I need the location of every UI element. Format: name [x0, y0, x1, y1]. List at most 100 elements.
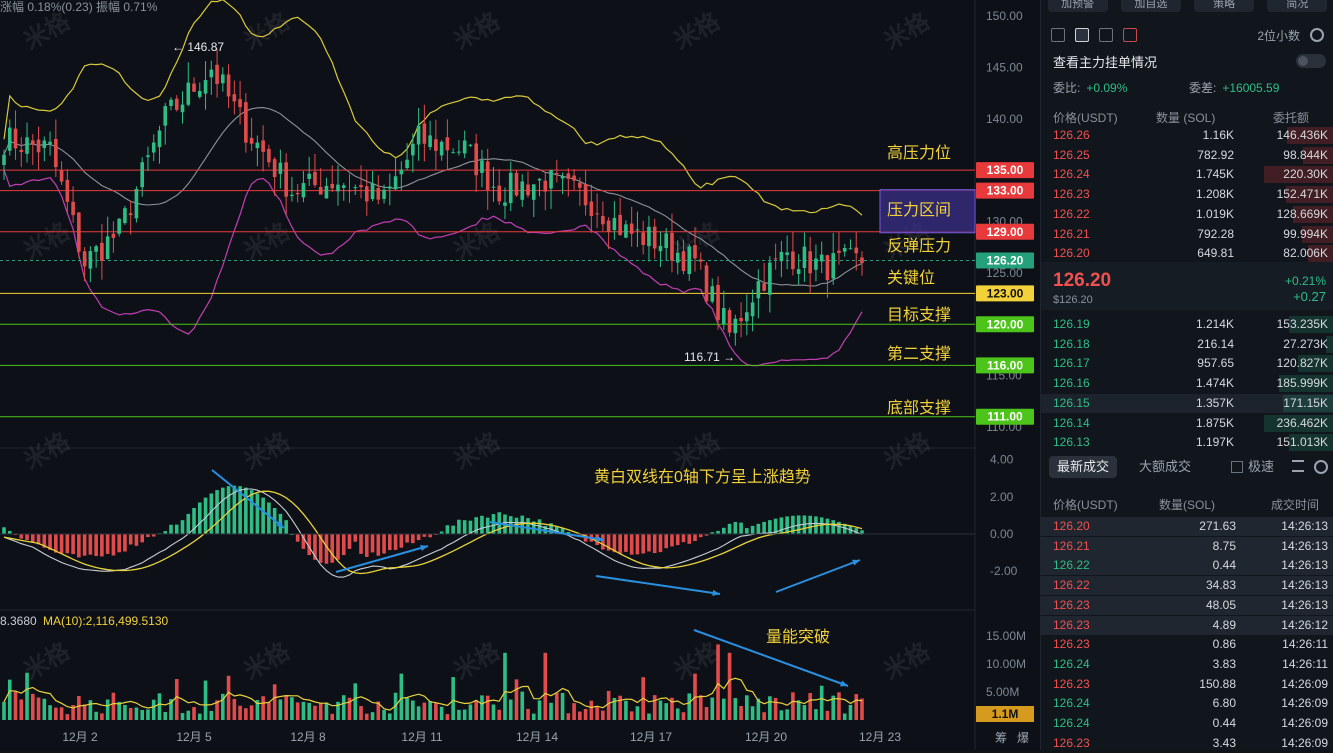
pressure-zone-box [879, 189, 976, 234]
price-level-tag-text: 133.00 [987, 184, 1024, 198]
price-level-tag-text: 135.00 [987, 163, 1024, 177]
macd-histogram-bar [82, 534, 87, 556]
strategy-button[interactable]: 策略 [1194, 0, 1255, 12]
trade-row: 126.23 48.05 14:26:13 [1041, 595, 1333, 615]
volume-bar [111, 692, 116, 720]
trade-price: 126.23 [1053, 637, 1090, 652]
macd-histogram-bar [416, 534, 421, 541]
macd-histogram-bar [727, 523, 732, 534]
macd-histogram-bar [7, 530, 12, 534]
book-header-price[interactable]: 价格(USDT) [1053, 111, 1118, 125]
book-both-icon[interactable] [1075, 28, 1089, 42]
volume-bar [756, 698, 761, 720]
tab-big-trades[interactable]: 大额成交 [1139, 459, 1192, 474]
decimals-select[interactable]: 2位小数 [1257, 28, 1300, 43]
candle-body [192, 83, 196, 92]
volume-bar [624, 700, 628, 720]
filter-icon[interactable] [1292, 460, 1304, 472]
price-level-tag [976, 162, 1034, 179]
tab-latest-trades[interactable]: 最新成交 [1049, 456, 1118, 478]
volume-bar [330, 713, 335, 720]
macd-histogram-bar [105, 534, 110, 554]
bid-row[interactable]: 126.19 1.214K 153.235K [1041, 315, 1333, 334]
volume-bar [180, 713, 185, 720]
kline-chart[interactable]: 150.00145.00140.00135.00130.00125.00120.… [0, 0, 1040, 750]
candle-body [399, 169, 404, 175]
watchlist-button[interactable]: 加自选 [1120, 0, 1181, 12]
row-amount: 128.669K [1276, 206, 1328, 221]
depth-bar [1302, 146, 1333, 164]
macd-histogram-bar [169, 524, 173, 534]
price-axis-label: 150.00 [986, 9, 1023, 23]
bid-ratio-label: 委比: [1053, 81, 1081, 95]
depth-bar [1293, 205, 1333, 223]
summary-button[interactable]: 简况 [1267, 0, 1328, 12]
volume-bar [399, 673, 404, 720]
book-mode-icon[interactable] [1051, 28, 1065, 42]
book-header-amount[interactable]: 委托额 [1273, 111, 1310, 125]
volume-bar [796, 700, 801, 720]
trade-row: 126.23 3.43 14:26:09 [1041, 734, 1333, 753]
volume-bar [59, 707, 64, 720]
ask-row[interactable]: 126.20 649.81 82.006K [1041, 244, 1333, 263]
gear-icon[interactable] [1314, 460, 1328, 474]
candle-body [364, 186, 369, 202]
bid-row[interactable]: 126.17 957.65 120.827K [1041, 354, 1333, 373]
ask-row[interactable]: 126.24 1.745K 220.30K [1041, 165, 1333, 184]
macd-histogram-bar [77, 534, 81, 558]
book-bids-icon[interactable] [1099, 28, 1113, 42]
ask-row[interactable]: 126.25 782.92 98.844K [1041, 146, 1333, 165]
macd-histogram-bar [117, 534, 121, 553]
macd-histogram-bar [785, 516, 789, 534]
main-force-toggle[interactable] [1296, 54, 1326, 68]
candle-body [244, 102, 248, 143]
trade-row: 126.24 3.83 14:26:11 [1041, 655, 1333, 674]
chart-area[interactable]: 150.00145.00140.00135.00130.00125.00120.… [0, 0, 1040, 750]
candle-body [825, 255, 830, 281]
candle-body [497, 185, 502, 202]
alert-button[interactable]: 加预警 [1047, 0, 1108, 12]
volume-bar [100, 713, 104, 720]
macd-histogram-bar [19, 534, 24, 539]
volume-bar [278, 699, 283, 720]
gear-icon[interactable] [1310, 28, 1324, 42]
candle-body [169, 99, 173, 106]
fast-checkbox[interactable] [1231, 461, 1243, 473]
candle-body [36, 139, 41, 153]
candle-body [295, 192, 300, 195]
bid-row[interactable]: 126.18 216.14 27.273K [1041, 335, 1333, 354]
trades-header-qty[interactable]: 数量(SOL) [1159, 498, 1216, 512]
ask-row[interactable]: 126.26 1.16K 146.436K [1041, 126, 1333, 145]
macd-histogram-bar [382, 534, 386, 554]
candle-body [491, 186, 496, 188]
main-force-link[interactable]: 查看主力挂单情况 [1053, 55, 1158, 70]
bid-row[interactable]: 126.15 1.357K 171.15K [1041, 393, 1333, 413]
volume-bar [837, 692, 841, 720]
candle-body [59, 170, 64, 182]
candle-body [451, 152, 455, 154]
bid-row[interactable]: 126.14 1.875K 236.462K [1041, 414, 1333, 433]
ask-row[interactable]: 126.21 792.28 99.994K [1041, 225, 1333, 244]
candle-body [675, 252, 680, 263]
candle-body [13, 128, 18, 149]
volume-bar [860, 698, 864, 720]
ask-row[interactable]: 126.23 1.208K 152.471K [1041, 185, 1333, 204]
book-header-qty[interactable]: 数量 (SOL) [1156, 111, 1216, 125]
row-amount: 27.273K [1283, 336, 1328, 351]
trade-time: 14:26:09 [1281, 716, 1328, 730]
book-asks-icon[interactable] [1123, 28, 1137, 42]
ask-row[interactable]: 126.22 1.019K 128.669K [1041, 205, 1333, 224]
price-level-tag [976, 252, 1034, 269]
watermark-text: 米格 [670, 7, 726, 55]
bid-ratio: 委比: +0.09% [1053, 79, 1127, 96]
bid-row[interactable]: 126.13 1.197K 151.013K [1041, 433, 1333, 452]
macd-histogram-bar [128, 534, 133, 545]
volume-bar [157, 693, 162, 720]
bid-row[interactable]: 126.16 1.474K 185.999K [1041, 374, 1333, 393]
volume-bar [88, 700, 93, 720]
macd-histogram-bar [658, 534, 663, 553]
date-axis-label: 12月 17 [630, 730, 672, 744]
macd-histogram-bar [59, 534, 64, 554]
volume-bar [128, 708, 133, 720]
trade-price: 126.22 [1053, 578, 1090, 593]
